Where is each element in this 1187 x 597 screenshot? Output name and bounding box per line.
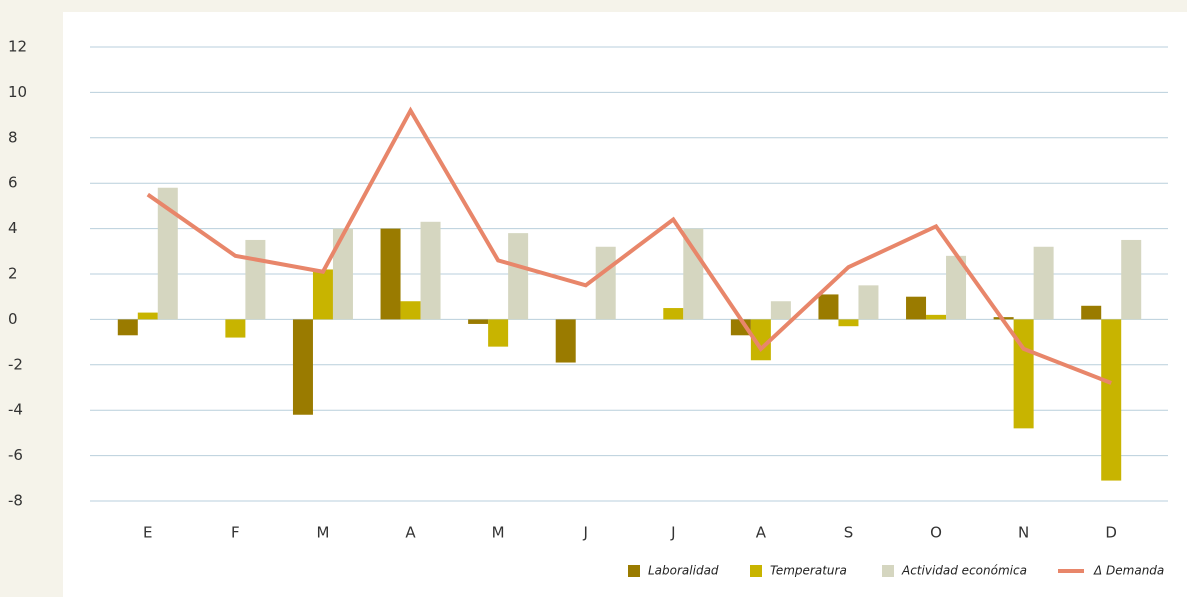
legend-label: Δ Demanda bbox=[1093, 564, 1164, 578]
x-tick-label: A bbox=[405, 524, 416, 542]
y-tick-label: 4 bbox=[8, 219, 18, 237]
bar bbox=[1101, 319, 1122, 481]
y-tick-label: -4 bbox=[8, 401, 23, 419]
y-tick-label: 6 bbox=[8, 174, 18, 192]
bar bbox=[468, 319, 489, 324]
x-tick-label: N bbox=[1018, 524, 1029, 542]
bar bbox=[157, 187, 178, 320]
bar bbox=[380, 228, 401, 320]
x-tick-label: J bbox=[670, 524, 675, 542]
y-tick-label: -2 bbox=[8, 355, 23, 373]
bar bbox=[117, 319, 138, 336]
bar bbox=[312, 269, 333, 320]
y-tick-label: 12 bbox=[8, 38, 27, 56]
bar bbox=[595, 246, 616, 320]
bar bbox=[683, 228, 704, 320]
x-tick-label: F bbox=[231, 524, 240, 542]
y-tick-label: 0 bbox=[8, 310, 18, 328]
legend-swatch bbox=[882, 565, 894, 577]
x-tick-label: E bbox=[143, 524, 152, 542]
bar bbox=[225, 319, 246, 338]
bar bbox=[946, 255, 967, 320]
bar bbox=[906, 296, 927, 320]
bar bbox=[292, 319, 313, 415]
bar bbox=[332, 228, 353, 320]
x-tick-label: J bbox=[582, 524, 587, 542]
bar bbox=[245, 239, 266, 320]
x-tick-label: S bbox=[844, 524, 854, 542]
bar bbox=[508, 233, 529, 320]
y-tick-label: 8 bbox=[8, 128, 18, 146]
line bbox=[146, 106, 1112, 385]
y-tick-label: 10 bbox=[8, 83, 27, 101]
bar bbox=[400, 301, 421, 320]
legend-label: Temperatura bbox=[770, 564, 847, 578]
bar bbox=[1121, 239, 1142, 320]
bar bbox=[858, 285, 879, 320]
x-tick-label: O bbox=[930, 524, 942, 542]
legend-swatch bbox=[628, 565, 640, 577]
y-tick-label: -6 bbox=[8, 446, 23, 464]
y-tick-label: 2 bbox=[8, 265, 18, 283]
bar bbox=[137, 312, 158, 320]
bar bbox=[663, 308, 684, 320]
legend-label: Actividad económica bbox=[901, 564, 1027, 578]
bar bbox=[1033, 246, 1054, 320]
bar bbox=[1013, 319, 1034, 429]
bar bbox=[770, 301, 791, 320]
plot-panel bbox=[63, 12, 1187, 597]
bar bbox=[555, 319, 576, 363]
bar bbox=[1081, 305, 1102, 320]
bar bbox=[818, 294, 839, 320]
x-tick-label: M bbox=[492, 524, 505, 542]
x-tick-label: A bbox=[756, 524, 767, 542]
bar bbox=[420, 221, 441, 320]
x-tick-label: D bbox=[1105, 524, 1117, 542]
bar bbox=[838, 319, 859, 327]
y-tick-label: -8 bbox=[8, 492, 23, 510]
bar bbox=[750, 319, 771, 361]
legend-swatch bbox=[750, 565, 762, 577]
bar bbox=[926, 314, 947, 320]
x-tick-label: M bbox=[316, 524, 329, 542]
bar bbox=[488, 319, 509, 347]
legend-label: Laboralidad bbox=[648, 564, 719, 578]
